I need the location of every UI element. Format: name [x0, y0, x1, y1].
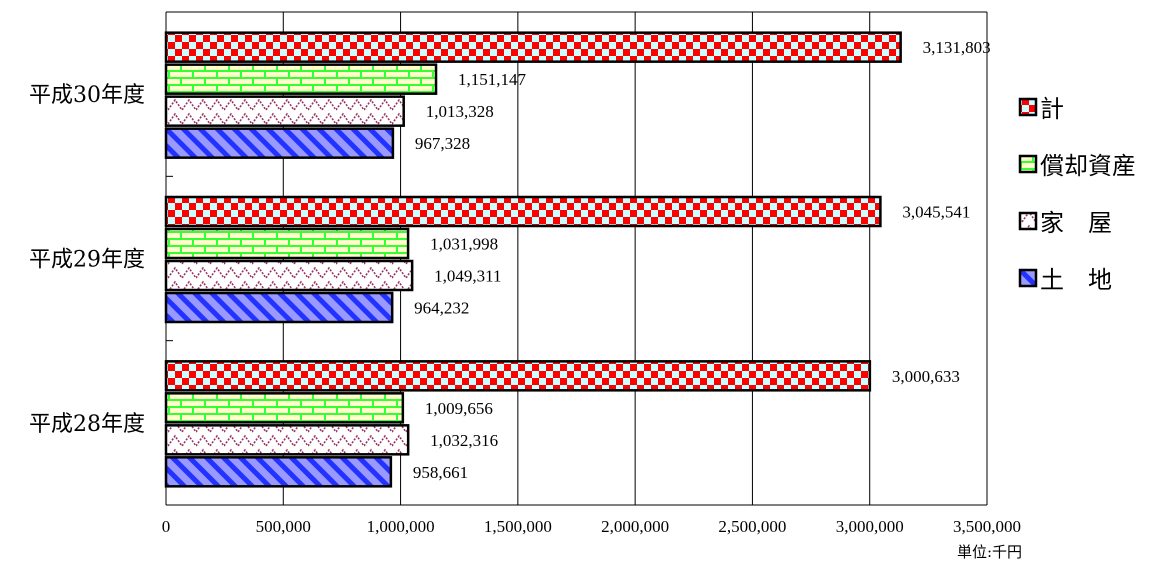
x-tick-label: 1,500,000	[484, 517, 552, 536]
data-label: 1,151,147	[458, 70, 527, 89]
category-label: 平成30年度	[29, 83, 145, 108]
bar	[164, 227, 410, 260]
data-label: 1,013,328	[426, 102, 494, 121]
legend-label: 土 地	[1040, 266, 1112, 294]
labels-layer: 0 500,000 1,000,000 1,500,000 2,000,000 2,500…	[29, 38, 1021, 536]
legend-swatch	[1018, 154, 1038, 174]
bar	[164, 259, 414, 292]
data-label: 964,232	[414, 299, 469, 318]
unit-label: 単位:千円	[957, 543, 1022, 561]
legend-swatch	[1018, 97, 1038, 117]
data-label: 1,032,316	[430, 431, 498, 450]
x-tick-label: 500,000	[256, 517, 311, 536]
x-tick-label: 2,500,000	[718, 517, 786, 536]
bar	[164, 392, 405, 424]
bar	[164, 127, 395, 159]
data-label: 967,328	[415, 134, 470, 153]
data-label: 958,661	[413, 463, 468, 482]
data-label: 3,045,541	[902, 203, 970, 222]
bar	[164, 291, 394, 324]
legend-label: 家 屋	[1040, 209, 1112, 237]
data-label: 3,000,633	[892, 367, 960, 386]
legend-swatch	[1018, 268, 1038, 288]
bar	[164, 95, 405, 127]
category-label: 平成28年度	[29, 412, 145, 437]
bars-layer	[164, 31, 902, 488]
axis-layer	[165, 11, 987, 506]
x-tick-label: 1,000,000	[367, 517, 435, 536]
legend-label: 計	[1040, 95, 1064, 123]
bar	[164, 31, 902, 63]
bar	[164, 195, 882, 228]
x-tick-label: 2,000,000	[601, 517, 669, 536]
bar	[164, 424, 410, 456]
x-tick-label: 0	[162, 517, 171, 536]
x-tick-label: 3,500,000	[953, 517, 1021, 536]
data-label: 1,031,998	[430, 235, 498, 254]
bar	[164, 63, 438, 95]
bar	[164, 360, 872, 392]
legend-label: 償却資産	[1040, 152, 1136, 180]
x-tick-label: 3,000,000	[836, 517, 904, 536]
data-label: 1,049,311	[434, 267, 501, 286]
category-label: 平成29年度	[29, 248, 145, 273]
legend-swatch	[1018, 211, 1038, 231]
data-label: 3,131,803	[923, 38, 991, 57]
data-label: 1,009,656	[425, 399, 493, 418]
bar	[164, 456, 393, 488]
